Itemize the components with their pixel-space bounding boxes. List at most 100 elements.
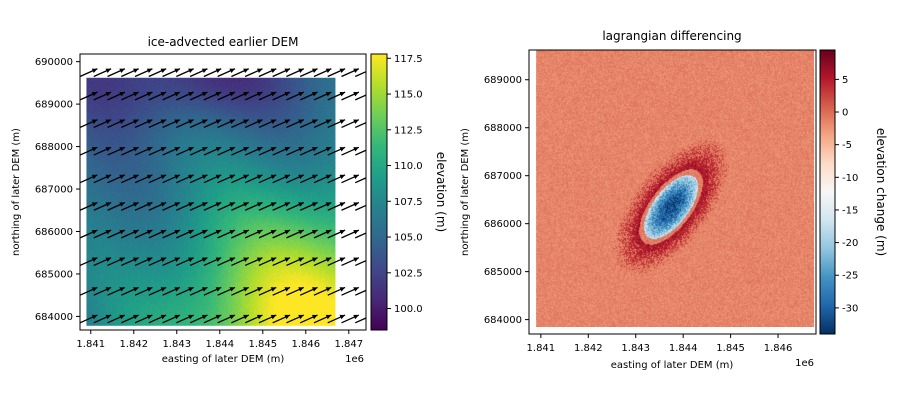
y-tick-label: 686000 (484, 219, 522, 230)
right-x-label: easting of later DEM (m) (611, 360, 734, 371)
velocity-arrowhead (353, 91, 359, 97)
colorbar-tick-label: 110.0 (394, 161, 423, 172)
right-heatmap (536, 50, 815, 327)
x-tick-label: 1.847 (334, 339, 363, 350)
velocity-arrowhead (270, 287, 277, 292)
x-tick-label: 1.841 (527, 343, 556, 354)
right-colorbar-bar (819, 49, 836, 335)
velocity-arrowhead (174, 287, 180, 292)
velocity-arrowhead (229, 287, 235, 292)
right-title: lagrangian differencing (602, 29, 741, 43)
velocity-arrowhead (160, 68, 167, 73)
velocity-arrowhead (119, 174, 125, 180)
velocity-arrowhead (243, 287, 249, 292)
velocity-arrowhead (312, 229, 318, 235)
velocity-arrowhead (215, 257, 222, 262)
velocity-arrow (354, 121, 366, 129)
velocity-arrowhead (174, 202, 180, 207)
right-y-axis: 684000 685000 686000 687000 688000 689000 (484, 75, 529, 326)
left-colorbar-label: elevation (m) (434, 152, 448, 232)
velocity-arrowhead (229, 91, 235, 97)
velocity-arrowhead (312, 68, 318, 73)
velocity-arrowhead (201, 314, 208, 320)
y-tick-label: 684000 (484, 315, 522, 326)
right-x-axis: 1.841 1.842 1.843 1.844 1.845 1.846 (527, 334, 792, 354)
velocity-arrowhead (298, 174, 304, 180)
velocity-arrowhead (119, 229, 125, 235)
velocity-arrowhead (188, 229, 194, 235)
colorbar-tick-label: 117.5 (394, 54, 423, 65)
y-tick-label: 687000 (35, 185, 73, 196)
velocity-arrowhead (91, 174, 98, 180)
velocity-arrowhead (188, 287, 194, 292)
velocity-arrowhead (298, 229, 304, 235)
colorbar-tick-label: -5 (842, 140, 852, 151)
velocity-arrowhead (229, 202, 235, 207)
left-heatmap (80, 68, 366, 326)
left-plot-frame (79, 53, 367, 331)
velocity-arrowhead (312, 119, 318, 124)
velocity-arrowhead (270, 147, 277, 152)
velocity-arrowhead (270, 91, 277, 97)
velocity-arrowhead (215, 314, 222, 320)
velocity-arrowhead (105, 257, 112, 262)
velocity-arrowhead (160, 147, 167, 152)
velocity-arrowhead (174, 147, 180, 152)
velocity-arrowhead (215, 147, 222, 152)
velocity-arrowhead (339, 174, 346, 180)
y-tick-label: 687000 (484, 171, 522, 182)
velocity-arrowhead (298, 147, 304, 152)
velocity-arrowhead (353, 257, 359, 262)
velocity-arrowhead (201, 147, 208, 152)
velocity-arrowhead (91, 119, 98, 124)
velocity-arrowhead (325, 202, 332, 207)
velocity-arrowhead (188, 119, 194, 124)
velocity-arrowhead (284, 147, 291, 152)
velocity-arrowhead (270, 202, 277, 207)
x-tick-label: 1.843 (162, 339, 191, 350)
y-tick-label: 686000 (35, 227, 73, 238)
right-difference-image (536, 50, 815, 327)
velocity-arrowhead (215, 174, 222, 180)
velocity-arrowhead (188, 68, 194, 73)
velocity-arrowhead (160, 314, 167, 320)
velocity-arrowhead (229, 68, 235, 73)
velocity-arrowhead (133, 229, 139, 235)
velocity-arrowhead (270, 174, 277, 180)
velocity-arrowhead (105, 174, 112, 180)
x-tick-label: 1.846 (291, 339, 320, 350)
velocity-arrowhead (312, 174, 318, 180)
left-y-axis: 684000 685000 686000 687000 688000 689000 6900… (35, 57, 80, 323)
velocity-arrowhead (174, 314, 180, 320)
velocity-arrowhead (243, 68, 249, 73)
left-x-axis: 1.841 1.842 1.843 1.844 1.845 1.846 1.847 (76, 330, 363, 350)
left-colorbar-ticks: 100.0 102.5 105.0 107.5 110.0 112.5 115.0 117.5 (387, 54, 423, 315)
velocity-arrowhead (119, 147, 125, 152)
velocity-arrowhead (91, 257, 98, 262)
velocity-arrowhead (229, 229, 235, 235)
velocity-arrowhead (91, 287, 98, 292)
velocity-arrowhead (339, 202, 346, 207)
velocity-arrowhead (284, 287, 291, 292)
left-x-label: easting of later DEM (m) (162, 354, 285, 365)
y-tick-label: 684000 (35, 312, 73, 323)
velocity-arrowhead (312, 91, 318, 97)
velocity-arrow (354, 204, 366, 211)
velocity-arrowhead (298, 68, 304, 73)
velocity-arrow (354, 94, 366, 101)
velocity-arrows (80, 68, 366, 324)
velocity-arrowhead (119, 257, 125, 262)
velocity-arrowhead (105, 314, 112, 320)
velocity-arrowhead (229, 314, 235, 320)
velocity-arrowhead (339, 229, 346, 235)
velocity-arrowhead (215, 91, 222, 97)
colorbar-tick-label: -15 (842, 205, 858, 216)
velocity-arrowhead (133, 68, 139, 73)
velocity-arrowhead (201, 287, 208, 292)
left-title: ice-advected earlier DEM (148, 35, 299, 49)
velocity-arrow (354, 289, 366, 296)
colorbar-tick-label: 115.0 (394, 90, 423, 101)
velocity-arrowhead (243, 174, 249, 180)
velocity-arrowhead (325, 229, 332, 235)
velocity-arrowhead (339, 68, 346, 73)
